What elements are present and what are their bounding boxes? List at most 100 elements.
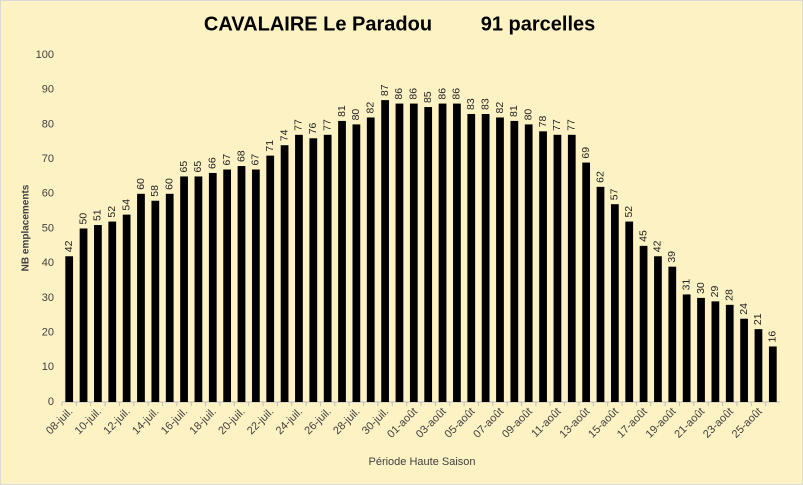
bar	[280, 145, 289, 402]
data-label: 71	[264, 140, 276, 152]
bar	[79, 228, 88, 402]
data-label: 86	[393, 88, 405, 100]
data-label: 77	[293, 119, 305, 131]
data-label: 80	[350, 109, 362, 121]
data-label: 76	[307, 122, 319, 134]
bar	[266, 155, 275, 402]
data-label: 85	[422, 91, 434, 103]
bar	[108, 221, 117, 402]
bar	[65, 256, 74, 402]
bar	[654, 256, 662, 402]
y-tick-label: 10	[42, 361, 54, 373]
bar	[711, 301, 720, 402]
bar	[510, 120, 519, 403]
data-label: 45	[637, 230, 649, 242]
bar	[668, 266, 677, 402]
bar	[625, 221, 634, 402]
data-label: 66	[207, 157, 219, 169]
bar	[223, 169, 232, 402]
data-label: 42	[652, 240, 664, 252]
bar	[137, 193, 145, 402]
y-axis-label: NB emplacements	[21, 184, 32, 271]
data-label: 16	[767, 331, 779, 343]
data-label: 24	[738, 303, 750, 315]
data-label: 28	[724, 289, 736, 301]
bar	[740, 318, 748, 402]
bar	[725, 304, 734, 402]
x-axis-label: Période Haute Saison	[368, 456, 475, 468]
data-label: 77	[321, 119, 333, 131]
bar	[366, 117, 375, 403]
y-tick-label: 60	[42, 188, 54, 200]
data-label: 77	[551, 119, 563, 131]
data-label: 69	[580, 147, 592, 159]
bar	[180, 176, 188, 402]
bar	[381, 100, 389, 403]
data-label: 86	[408, 88, 420, 100]
bar	[94, 225, 102, 402]
bar	[165, 193, 174, 402]
data-label: 81	[336, 105, 348, 117]
bar	[395, 103, 404, 402]
bar	[338, 120, 346, 403]
data-label: 77	[566, 119, 578, 131]
data-label: 67	[250, 154, 262, 166]
y-tick-label: 80	[42, 118, 54, 130]
bar	[309, 138, 318, 402]
y-tick-label: 50	[42, 222, 54, 234]
bar	[409, 103, 418, 402]
y-tick-label: 0	[48, 396, 54, 408]
bar	[194, 176, 203, 402]
y-tick-label: 100	[36, 49, 54, 61]
data-label: 80	[522, 109, 534, 121]
bar	[438, 103, 447, 402]
bar	[639, 245, 648, 402]
data-label: 78	[537, 116, 549, 128]
bar	[539, 131, 547, 402]
y-tick-label: 20	[42, 327, 54, 339]
bar	[496, 117, 504, 403]
data-label: 74	[278, 129, 290, 141]
bar	[754, 329, 763, 402]
data-label: 65	[192, 161, 204, 173]
bar	[582, 162, 591, 402]
bar	[524, 124, 533, 403]
data-label: 57	[609, 188, 621, 200]
data-label: 21	[752, 313, 764, 325]
data-label: 82	[365, 102, 377, 114]
bar	[424, 107, 433, 403]
chart-subtitle: 91 parcelles	[481, 13, 596, 35]
bar	[208, 172, 217, 402]
data-label: 87	[379, 84, 391, 96]
data-label: 86	[451, 88, 463, 100]
bar	[323, 134, 332, 402]
y-tick-label: 30	[42, 292, 54, 304]
data-label: 67	[221, 154, 233, 166]
bar	[237, 166, 246, 402]
bar	[768, 346, 777, 402]
y-tick-label: 90	[42, 84, 54, 96]
data-label: 58	[149, 185, 161, 197]
data-label: 68	[235, 150, 247, 162]
data-label: 62	[594, 171, 606, 183]
data-label: 54	[120, 199, 132, 211]
y-tick-label: 70	[42, 153, 54, 165]
data-label: 82	[494, 102, 506, 114]
bar	[122, 214, 131, 402]
data-label: 42	[63, 240, 75, 252]
data-label: 86	[436, 88, 448, 100]
y-tick-label: 40	[42, 257, 54, 269]
bar	[682, 294, 691, 402]
bar	[352, 124, 361, 403]
data-label: 83	[465, 98, 477, 110]
data-label: 81	[508, 105, 520, 117]
data-label: 30	[695, 282, 707, 294]
bar	[567, 134, 576, 402]
data-label: 31	[680, 279, 692, 291]
data-label: 52	[106, 206, 118, 218]
data-label: 83	[479, 98, 491, 110]
bar	[453, 103, 461, 402]
bar	[610, 204, 619, 402]
data-label: 52	[623, 206, 635, 218]
data-label: 65	[178, 161, 190, 173]
